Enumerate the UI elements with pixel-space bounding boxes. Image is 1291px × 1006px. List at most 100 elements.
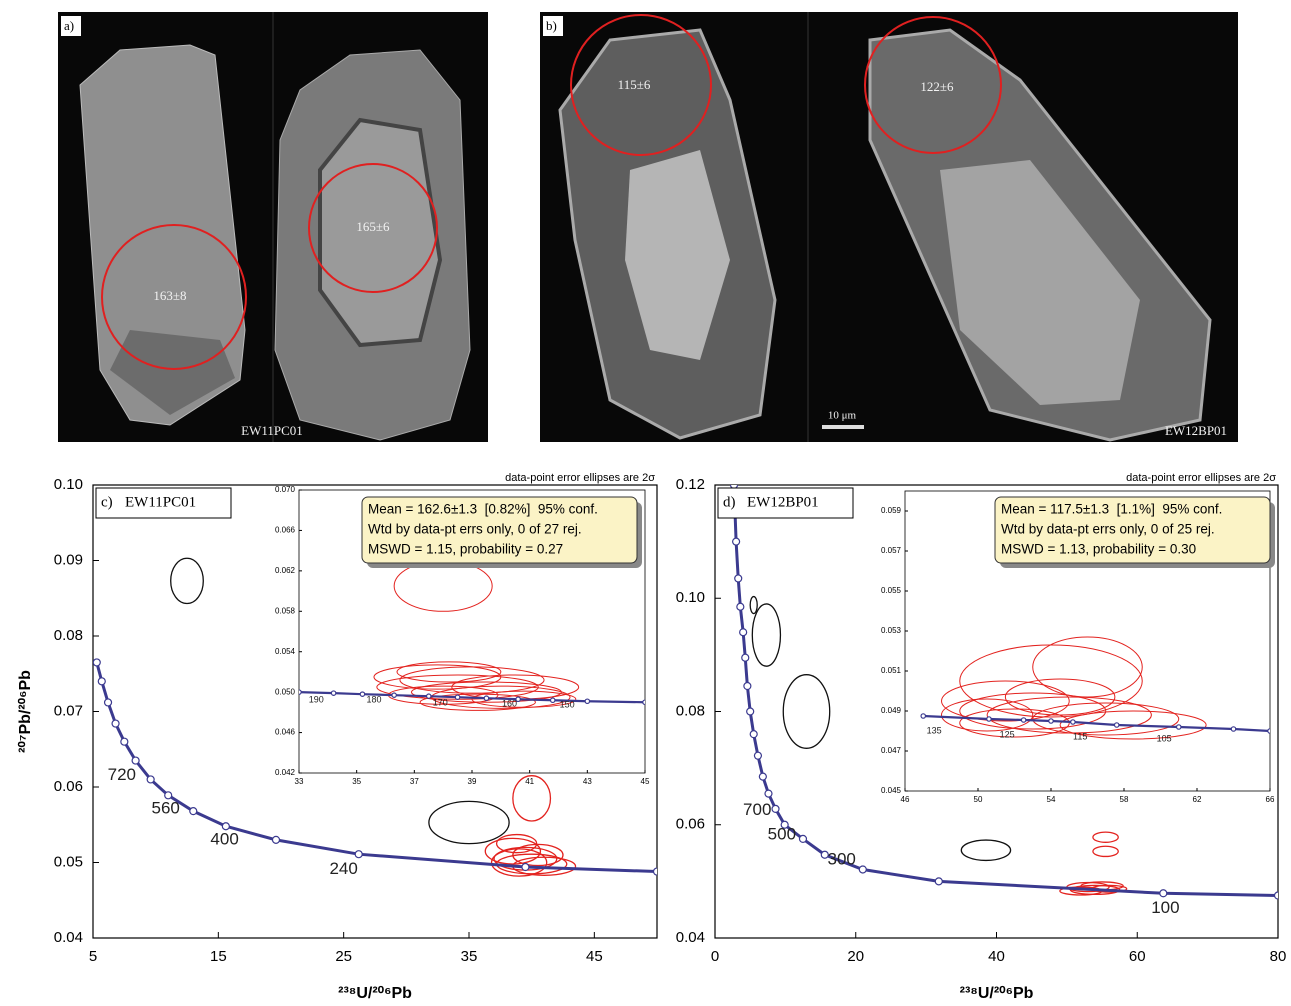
y-tick-label: 0.10 [676,589,705,606]
age-marker [272,836,279,843]
y-tick-label: 0.09 [54,551,83,568]
age-marker [750,731,757,738]
x-tick-label: 60 [1129,948,1146,965]
age-marker [1021,718,1025,722]
age-label: 160 [502,699,517,709]
y-tick-label: 0.045 [881,786,902,795]
age-marker [859,866,866,873]
age-marker [799,835,806,842]
panel-a: 163±8 165±6 EW11PC01 a) [58,12,488,442]
sample-title: EW11PC01 [125,494,196,510]
y-tick-label: 0.046 [275,728,296,737]
y-tick-label: 0.059 [881,506,902,515]
y-tick-label: 0.053 [881,626,902,635]
age-marker [93,659,100,666]
age-marker [735,575,742,582]
age-label: 180 [366,695,381,705]
age-marker [331,691,335,695]
x-tick-label: 58 [1120,795,1129,804]
age-marker [132,757,139,764]
age-label: 700 [743,800,771,819]
age-marker [551,698,555,702]
y-tick-label: 0.07 [54,702,83,719]
age-marker [740,629,747,636]
age-marker [392,693,396,697]
stats-line: Wtd by data-pt errs only, 0 of 25 rej. [1001,522,1215,537]
age-label: 150 [560,700,575,710]
y-tick-label: 0.054 [275,647,296,656]
panel-b: 115±6 122±6 EW12BP01 10 μm b) [540,12,1238,442]
y-tick-label: 0.05 [54,853,83,870]
x-tick-label: 45 [586,948,603,965]
x-tick-label: 25 [335,948,352,965]
spot-age: 115±6 [618,77,651,92]
age-marker [427,694,431,698]
x-tick-label: 5 [89,948,97,965]
age-marker [98,678,105,685]
y-axis-label: ²⁰⁷Pb/²⁰⁶Pb [17,670,34,753]
age-marker [1049,719,1053,723]
x-tick-label: 15 [210,948,227,965]
age-marker [121,738,128,745]
x-tick-label: 66 [1266,795,1275,804]
note: data-point error ellipses are 2σ [1126,472,1276,484]
x-tick-label: 20 [847,948,864,965]
age-marker [355,851,362,858]
scale-bar [822,425,864,429]
y-tick-label: 0.062 [275,566,296,575]
y-tick-label: 0.12 [676,476,705,493]
panel-label: c) [101,494,113,510]
x-tick-label: 41 [525,777,534,786]
x-tick-label: 45 [641,777,650,786]
x-tick-label: 0 [711,948,719,965]
panel-label: b) [546,18,557,33]
note: data-point error ellipses are 2σ [505,472,655,484]
stats-line: MSWD = 1.13, probability = 0.30 [1001,542,1196,557]
x-tick-label: 39 [468,777,477,786]
age-marker [742,654,749,661]
age-marker [105,699,112,706]
age-marker [455,695,459,699]
age-marker [1177,725,1181,729]
age-marker [1275,892,1282,899]
x-axis-label: ²³⁸U/²⁰⁶Pb [960,985,1034,1002]
age-label: 135 [927,725,942,735]
y-tick-label: 0.070 [275,485,296,494]
age-marker [484,696,488,700]
spot-age: 165±6 [356,219,390,234]
y-tick-label: 0.042 [275,768,296,777]
age-marker [1231,727,1235,731]
y-tick-label: 0.04 [54,929,83,946]
x-tick-label: 80 [1270,948,1287,965]
age-label: 400 [210,829,238,848]
age-marker [935,878,942,885]
age-label: 170 [433,698,448,708]
x-tick-label: 43 [583,777,592,786]
y-tick-label: 0.058 [275,606,296,615]
y-tick-label: 0.049 [881,706,902,715]
x-tick-label: 62 [1193,795,1202,804]
x-tick-label: 54 [1047,795,1056,804]
age-label: 720 [108,765,136,784]
age-label: 240 [329,859,357,878]
y-tick-label: 0.066 [275,526,296,535]
y-tick-label: 0.055 [881,586,902,595]
age-marker [759,773,766,780]
y-tick-label: 0.051 [881,666,902,675]
y-tick-label: 0.10 [54,476,83,493]
age-label: 125 [1000,729,1015,739]
age-marker [147,776,154,783]
panel-label: a) [64,18,74,33]
panel-label: d) [723,494,736,510]
y-tick-label: 0.08 [676,702,705,719]
stats-line: Mean = 117.5±1.3 [1.1%] 95% conf. [1001,502,1222,517]
scale-label: 10 μm [828,410,857,422]
spot-age: 163±8 [153,288,186,303]
y-tick-label: 0.057 [881,546,902,555]
age-marker [744,683,751,690]
age-marker [987,717,991,721]
age-label: 560 [152,798,180,817]
age-marker [190,808,197,815]
age-label: 500 [768,824,796,843]
age-marker [772,805,779,812]
